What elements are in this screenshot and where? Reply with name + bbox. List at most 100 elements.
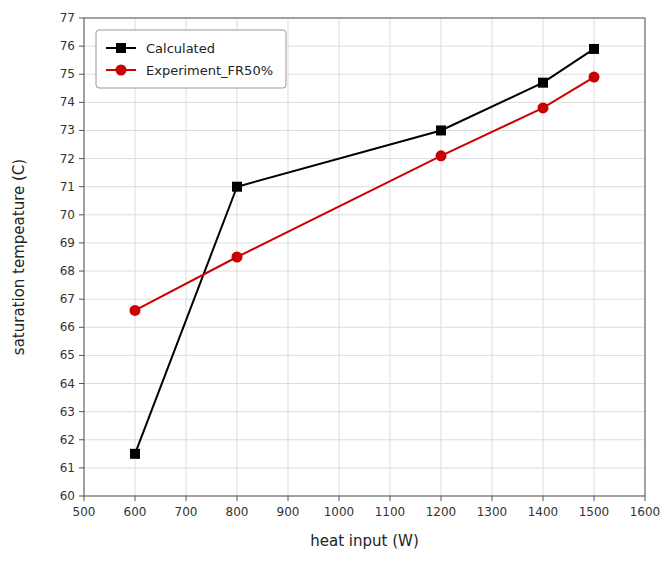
marker — [130, 305, 141, 316]
legend-box — [96, 30, 286, 88]
tick-y — [79, 242, 84, 243]
tick-label-x: 900 — [277, 505, 300, 519]
tick-label-y: 77 — [60, 11, 75, 25]
tick-x — [390, 496, 391, 501]
tick-label-y: 76 — [60, 39, 75, 53]
grid-line-y — [84, 214, 645, 215]
tick-label-y: 72 — [60, 152, 75, 166]
tick-y — [79, 496, 84, 497]
tick-x — [594, 496, 595, 501]
grid-line-y — [84, 355, 645, 356]
grid — [84, 18, 645, 496]
x-axis-label: heat input (W) — [310, 532, 418, 550]
grid-line-y — [84, 102, 645, 103]
tick-x — [186, 496, 187, 501]
tick-label-x: 700 — [175, 505, 198, 519]
marker — [436, 125, 446, 135]
grid-line-x — [186, 18, 187, 496]
tick-label-y: 63 — [60, 405, 75, 419]
chart: 5006007008009001000110012001300140015001… — [0, 0, 667, 568]
tick-x — [84, 496, 85, 501]
tick-label-x: 1100 — [375, 505, 406, 519]
tick-label-y: 65 — [60, 348, 75, 362]
grid-line-y — [84, 299, 645, 300]
grid-line-y — [84, 186, 645, 187]
tick-label-y: 71 — [60, 180, 75, 194]
tick-label-x: 1200 — [426, 505, 457, 519]
tick-y — [79, 439, 84, 440]
tick-label-y: 62 — [60, 433, 75, 447]
tick-label-y: 66 — [60, 320, 75, 334]
tick-label-x: 1300 — [477, 505, 508, 519]
grid-line-x — [390, 18, 391, 496]
legend: CalculatedExperiment_FR50% — [96, 30, 286, 88]
tick-x — [288, 496, 289, 501]
tick-y — [79, 299, 84, 300]
tick-y — [79, 355, 84, 356]
grid-line-x — [339, 18, 340, 496]
tick-label-y: 69 — [60, 236, 75, 250]
grid-line-x — [441, 18, 442, 496]
tick-label-y: 73 — [60, 123, 75, 137]
tick-y — [79, 214, 84, 215]
tick-label-y: 75 — [60, 67, 75, 81]
grid-line-y — [84, 242, 645, 243]
tick-y — [79, 271, 84, 272]
grid-line-y — [84, 383, 645, 384]
tick-label-y: 74 — [60, 95, 75, 109]
tick-label-x: 800 — [226, 505, 249, 519]
grid-line-x — [594, 18, 595, 496]
tick-label-y: 68 — [60, 264, 75, 278]
grid-line-y — [84, 158, 645, 159]
data — [130, 44, 600, 459]
tick-x — [645, 496, 646, 501]
grid-line-y — [84, 411, 645, 412]
tick-label-x: 600 — [124, 505, 147, 519]
tick-y — [79, 102, 84, 103]
marker — [130, 449, 140, 459]
tick-y — [79, 186, 84, 187]
series — [130, 44, 599, 459]
tick-label-y: 64 — [60, 377, 75, 391]
tick-y — [79, 46, 84, 47]
line — [135, 77, 594, 310]
tick-y — [79, 130, 84, 131]
grid-line-y — [84, 130, 645, 131]
tick-y — [79, 74, 84, 75]
tick-y — [79, 327, 84, 328]
tick-y — [79, 383, 84, 384]
marker — [589, 44, 599, 54]
tick-label-x: 500 — [73, 505, 96, 519]
grid-line-y — [84, 439, 645, 440]
tick-x — [492, 496, 493, 501]
plot-background — [84, 18, 645, 496]
legend-marker — [116, 65, 127, 76]
marker — [538, 78, 548, 88]
tick-label-y: 61 — [60, 461, 75, 475]
series — [130, 72, 600, 316]
axes: 5006007008009001000110012001300140015001… — [60, 11, 661, 519]
grid-line-x — [492, 18, 493, 496]
tick-x — [543, 496, 544, 501]
line — [135, 49, 594, 454]
marker — [232, 182, 242, 192]
tick-y — [79, 158, 84, 159]
marker — [232, 252, 243, 263]
tick-y — [79, 411, 84, 412]
legend-marker — [116, 43, 126, 53]
grid-line-y — [84, 271, 645, 272]
tick-label-y: 67 — [60, 292, 75, 306]
tick-label-x: 1500 — [579, 505, 610, 519]
marker — [436, 150, 447, 161]
marker — [589, 72, 600, 83]
tick-x — [237, 496, 238, 501]
y-axis-label: saturation tempeature (C) — [10, 159, 28, 355]
plot-frame — [84, 18, 645, 496]
tick-label-x: 1600 — [630, 505, 661, 519]
tick-label-x: 1400 — [528, 505, 559, 519]
grid-line-x — [288, 18, 289, 496]
grid-line-x — [135, 18, 136, 496]
tick-label-y: 70 — [60, 208, 75, 222]
tick-x — [441, 496, 442, 501]
legend-label: Experiment_FR50% — [146, 63, 273, 78]
